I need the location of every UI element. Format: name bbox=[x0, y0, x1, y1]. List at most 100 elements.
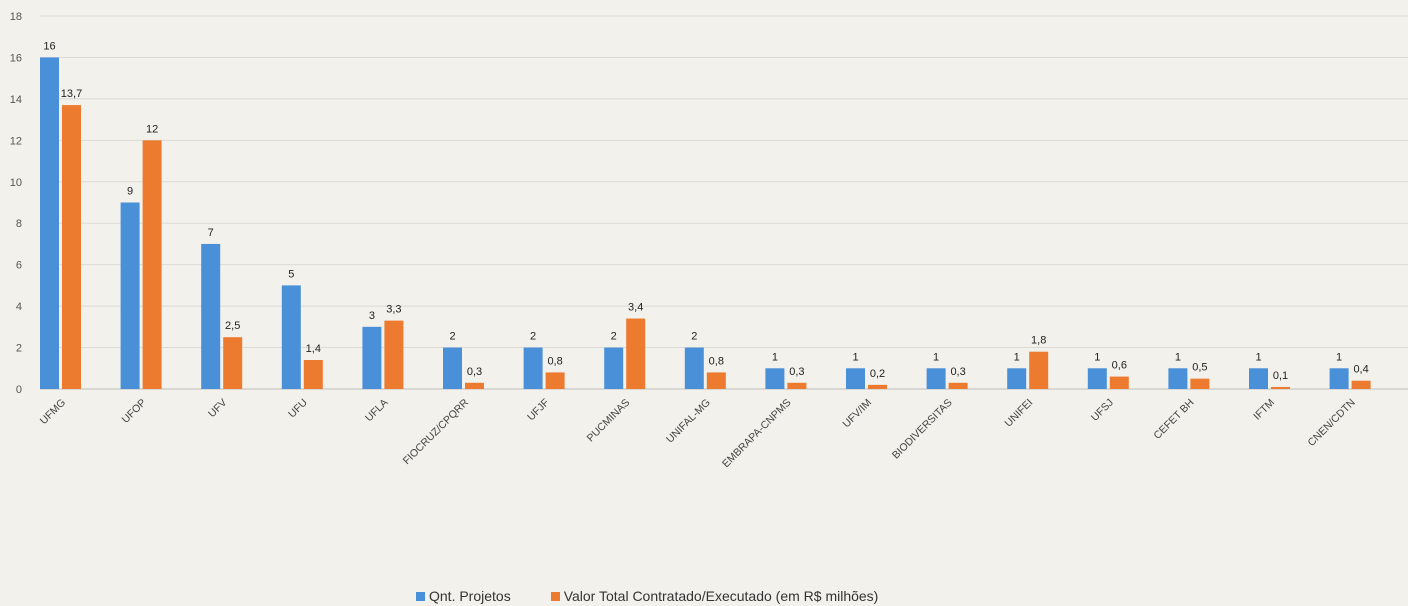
category-label: UNIFAL-MG bbox=[664, 397, 713, 446]
bar-projetos bbox=[846, 368, 865, 389]
data-label-projetos: 1 bbox=[1175, 351, 1181, 363]
bar-valor bbox=[384, 321, 403, 389]
data-label-valor: 1,8 bbox=[1031, 335, 1046, 347]
data-label-projetos: 1 bbox=[852, 351, 858, 363]
bar-valor bbox=[868, 385, 887, 389]
bar-projetos bbox=[685, 348, 704, 389]
bar-projetos bbox=[1249, 368, 1268, 389]
data-label-valor: 13,7 bbox=[61, 88, 82, 100]
y-tick-label: 0 bbox=[16, 384, 22, 396]
data-label-valor: 12 bbox=[146, 123, 158, 135]
category-label: PUCMINAS bbox=[585, 397, 633, 445]
bar-valor bbox=[1110, 377, 1129, 389]
data-label-projetos: 1 bbox=[772, 351, 778, 363]
legend-label-valor: Valor Total Contratado/Executado (em R$ … bbox=[564, 588, 879, 604]
data-label-valor: 3,4 bbox=[628, 302, 643, 314]
data-label-valor: 0,8 bbox=[709, 355, 724, 367]
bar-projetos bbox=[443, 348, 462, 389]
data-label-projetos: 1 bbox=[1336, 351, 1342, 363]
category-label: UFSJ bbox=[1089, 397, 1116, 424]
category-label: UNIFEI bbox=[1002, 397, 1035, 430]
data-label-valor: 3,3 bbox=[386, 304, 401, 316]
category-label: UFU bbox=[286, 397, 310, 421]
data-label-valor: 0,5 bbox=[1192, 362, 1207, 374]
legend-label-projetos: Qnt. Projetos bbox=[429, 588, 511, 604]
data-label-projetos: 1 bbox=[1255, 351, 1261, 363]
data-label-projetos: 5 bbox=[288, 268, 294, 280]
data-label-valor: 1,4 bbox=[306, 343, 321, 355]
data-label-projetos: 1 bbox=[1014, 351, 1020, 363]
bar-valor bbox=[1029, 352, 1048, 389]
bar-valor bbox=[304, 360, 323, 389]
data-label-projetos: 2 bbox=[449, 331, 455, 343]
y-tick-label: 12 bbox=[10, 135, 22, 147]
y-tick-label: 14 bbox=[10, 94, 22, 106]
data-label-projetos: 1 bbox=[933, 351, 939, 363]
bar-valor bbox=[626, 319, 645, 389]
data-label-valor: 0,3 bbox=[950, 366, 965, 378]
bar-projetos bbox=[604, 348, 623, 389]
data-label-valor: 2,5 bbox=[225, 320, 240, 332]
y-axis-ticks: 0 2 4 6 8 10 12 14 16 18 bbox=[10, 11, 22, 396]
bar-valor bbox=[1271, 387, 1290, 389]
data-label-projetos: 1 bbox=[1094, 351, 1100, 363]
category-label: CNEN/CDTN bbox=[1306, 397, 1358, 449]
bar-projetos bbox=[40, 57, 59, 389]
bar-valor bbox=[707, 372, 726, 389]
data-label-valor: 0,8 bbox=[547, 355, 562, 367]
bar-projetos bbox=[201, 244, 220, 389]
legend-swatch-valor bbox=[551, 592, 560, 601]
legend-item-valor: Valor Total Contratado/Executado (em R$ … bbox=[551, 588, 879, 604]
bar-valor bbox=[465, 383, 484, 389]
bar-valor bbox=[787, 383, 806, 389]
bar-projetos bbox=[1007, 368, 1026, 389]
bar-valor bbox=[62, 105, 81, 389]
category-label: UFOP bbox=[120, 397, 149, 426]
x-axis-categories: UFMG UFOP UFV UFU UFLA FIOCRUZ/CPQRR UFJF PUCMI… bbox=[38, 396, 1358, 470]
bar-projetos bbox=[1088, 368, 1107, 389]
category-label: IFTM bbox=[1251, 397, 1277, 423]
y-tick-label: 8 bbox=[16, 218, 22, 230]
y-tick-label: 16 bbox=[10, 52, 22, 64]
data-label-valor: 0,6 bbox=[1112, 360, 1127, 372]
data-label-projetos: 2 bbox=[530, 331, 536, 343]
y-tick-label: 2 bbox=[16, 343, 22, 355]
y-tick-label: 18 bbox=[10, 11, 22, 23]
data-label-projetos: 16 bbox=[43, 40, 55, 52]
data-label-valor: 0,4 bbox=[1353, 364, 1368, 376]
data-label-valor: 0,3 bbox=[467, 366, 482, 378]
category-label: CEFET BH bbox=[1151, 397, 1196, 442]
bar-projetos bbox=[765, 368, 784, 389]
bar-projetos bbox=[927, 368, 946, 389]
category-label: UFV/IM bbox=[840, 397, 874, 431]
category-label: FIOCRUZ/CPQRR bbox=[401, 396, 472, 467]
data-label-projetos: 2 bbox=[691, 331, 697, 343]
data-label-projetos: 9 bbox=[127, 186, 133, 198]
data-label-valor: 0,3 bbox=[789, 366, 804, 378]
category-label: UFLA bbox=[363, 397, 390, 424]
y-tick-label: 10 bbox=[10, 177, 22, 189]
bar-projetos bbox=[524, 348, 543, 389]
y-tick-label: 4 bbox=[16, 301, 22, 313]
bar-valor bbox=[949, 383, 968, 389]
data-label-projetos: 3 bbox=[369, 310, 375, 322]
category-label: BIODIVERSITAS bbox=[890, 397, 955, 462]
bar-valor bbox=[1190, 379, 1209, 389]
bar-projetos bbox=[1168, 368, 1187, 389]
data-label-projetos: 7 bbox=[208, 227, 214, 239]
legend-item-projetos: Qnt. Projetos bbox=[416, 588, 511, 604]
category-label: UFJF bbox=[525, 397, 552, 424]
bar-projetos bbox=[282, 285, 301, 389]
bar-valor bbox=[223, 337, 242, 389]
data-label-valor: 0,2 bbox=[870, 368, 885, 380]
category-label: UFV bbox=[206, 397, 229, 420]
legend-swatch-projetos bbox=[416, 592, 425, 601]
data-label-projetos: 2 bbox=[611, 331, 617, 343]
data-labels: 16 13,7 9 12 7 2,5 5 1,4 3 3,3 2 0,3 2 0,8 2 3,4 2 0,8 1 0,… bbox=[43, 40, 1368, 381]
bar-projetos bbox=[121, 203, 140, 390]
category-label: EMBRAPA-CNPMS bbox=[720, 397, 794, 471]
gridlines bbox=[40, 16, 1408, 389]
legend: Qnt. Projetos Valor Total Contratado/Exe… bbox=[416, 588, 918, 604]
bar-valor bbox=[143, 140, 162, 389]
